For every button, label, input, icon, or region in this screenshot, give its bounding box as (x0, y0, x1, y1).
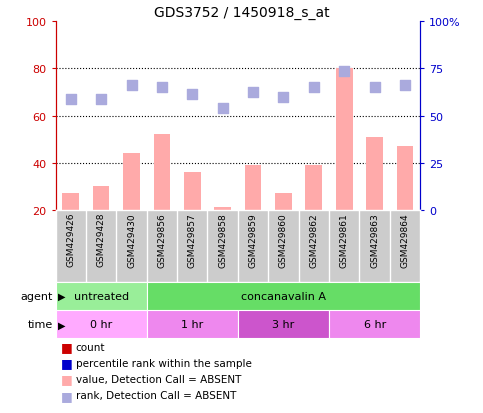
Point (401, 83, 409, 89)
Text: GSM429430: GSM429430 (127, 212, 136, 267)
Text: ■: ■ (60, 356, 72, 370)
Point (249, 90, 257, 96)
Bar (154, 135, 170, 210)
Text: count: count (76, 342, 105, 352)
Point (67, 97, 74, 103)
Bar (245, 166, 261, 210)
Bar (214, 208, 231, 210)
Text: GSM429857: GSM429857 (188, 212, 197, 267)
Bar (275, 194, 292, 210)
Bar (147, 311, 238, 339)
Bar (329, 311, 420, 339)
Text: 0 hr: 0 hr (90, 320, 112, 330)
Point (97, 97, 105, 103)
Text: untreated: untreated (73, 292, 128, 301)
Text: concanavalin A: concanavalin A (241, 292, 326, 301)
Bar (56, 311, 147, 339)
Text: ▶: ▶ (58, 292, 66, 301)
Text: ■: ■ (60, 389, 72, 401)
Bar (336, 69, 353, 210)
Text: percentile rank within the sample: percentile rank within the sample (76, 358, 252, 368)
Text: GSM429863: GSM429863 (370, 212, 379, 267)
Point (128, 83, 135, 89)
Text: ■: ■ (60, 340, 72, 354)
Point (310, 85, 318, 91)
Point (158, 85, 166, 91)
Point (280, 94, 287, 101)
Bar (184, 173, 200, 210)
Point (188, 92, 196, 98)
Text: GSM429426: GSM429426 (66, 212, 75, 267)
Text: GSM429856: GSM429856 (157, 212, 167, 267)
Bar (62, 194, 79, 210)
Bar (93, 187, 110, 210)
Text: ▶: ▶ (58, 320, 66, 330)
Point (371, 85, 379, 91)
Bar (305, 166, 322, 210)
Text: 1 hr: 1 hr (181, 320, 203, 330)
Text: agent: agent (21, 292, 53, 301)
Text: value, Detection Call = ABSENT: value, Detection Call = ABSENT (76, 374, 241, 384)
Text: 3 hr: 3 hr (272, 320, 295, 330)
Point (341, 68, 348, 75)
Text: GSM429864: GSM429864 (400, 212, 410, 267)
Bar (238, 311, 329, 339)
Text: time: time (28, 320, 53, 330)
Text: 6 hr: 6 hr (364, 320, 386, 330)
Text: GSM429862: GSM429862 (309, 212, 318, 267)
Text: GSM429860: GSM429860 (279, 212, 288, 267)
Text: GSM429861: GSM429861 (340, 212, 349, 267)
Text: GSM429859: GSM429859 (249, 212, 257, 267)
Bar (147, 282, 420, 311)
Bar (366, 138, 383, 210)
Text: GSM429858: GSM429858 (218, 212, 227, 267)
Text: GDS3752 / 1450918_s_at: GDS3752 / 1450918_s_at (154, 6, 329, 20)
Text: rank, Detection Call = ABSENT: rank, Detection Call = ABSENT (76, 390, 236, 400)
Bar (56, 282, 147, 311)
Bar (123, 154, 140, 210)
Text: GSM429428: GSM429428 (97, 212, 106, 267)
Bar (397, 147, 413, 210)
Text: ■: ■ (60, 373, 72, 385)
Point (219, 106, 227, 112)
